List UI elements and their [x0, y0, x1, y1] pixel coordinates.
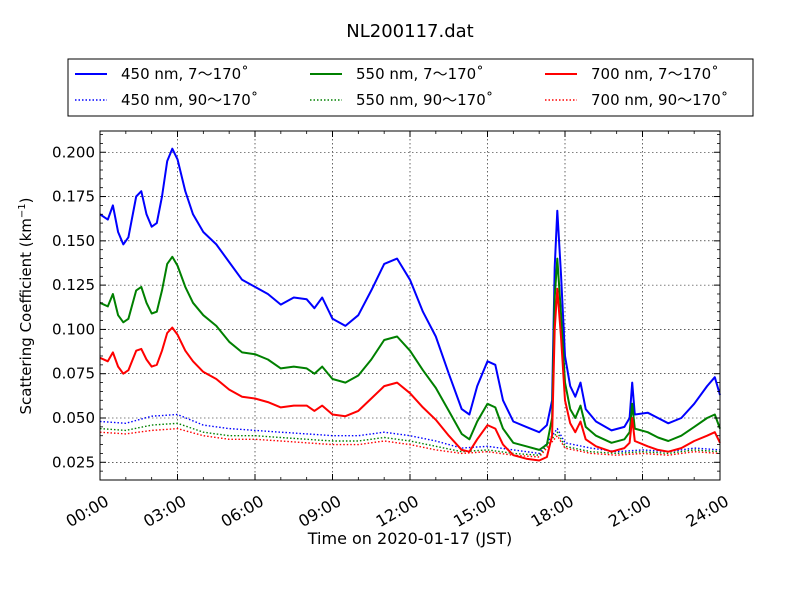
x-tick-label: 00:00	[63, 491, 112, 531]
y-tick-label: 0.100	[52, 320, 95, 338]
y-axis-label-close: )	[17, 197, 35, 203]
x-tick-label: 21:00	[605, 491, 654, 531]
plot-background	[100, 131, 720, 480]
x-tick-label: 15:00	[450, 491, 499, 531]
legend-entry-label: 550 nm, 7～170˚	[356, 65, 484, 83]
y-tick-label: 0.175	[52, 188, 95, 206]
grid	[99, 131, 721, 480]
x-tick-label: 24:00	[683, 491, 732, 531]
series-line	[99, 427, 721, 458]
x-tick-label: 06:00	[218, 491, 267, 531]
y-tick-label: 0.150	[52, 232, 95, 250]
y-tick-label: 0.125	[52, 276, 95, 294]
x-axis-label: Time on 2020-01-17 (JST)	[307, 529, 512, 548]
legend: 450 nm, 7～170˚ 550 nm, 7～170˚ 700 nm, 7～17…	[67, 58, 754, 117]
chart-title: NL200117.dat	[346, 21, 473, 42]
series-line	[99, 255, 721, 451]
legend-frame	[67, 58, 754, 117]
legend-entry-label: 700 nm, 7～170˚	[591, 65, 719, 83]
x-tick-label: 18:00	[528, 491, 577, 531]
legend-entry-label: 550 nm, 90～170˚	[356, 91, 493, 109]
axis-ticks	[99, 131, 721, 480]
y-tick-label: 0.025	[52, 453, 95, 471]
series-line	[99, 287, 721, 462]
legend-entry-label: 700 nm, 90～170˚	[591, 91, 728, 109]
x-tick-label: 09:00	[295, 491, 344, 531]
y-axis-label-superscript: −1	[17, 203, 28, 218]
series-line	[99, 422, 721, 456]
y-tick-label: 0.075	[52, 365, 95, 383]
x-tick-label: 03:00	[140, 491, 189, 531]
y-axis-label: Scattering Coefficient (km−1)	[17, 197, 35, 414]
series-layer	[99, 147, 721, 462]
legend-entry-label: 450 nm, 7～170˚	[121, 65, 249, 83]
x-tick-label: 12:00	[373, 491, 422, 531]
y-tick-label: 0.200	[52, 143, 95, 161]
y-tick-label: 0.050	[52, 409, 95, 427]
legend-entry-label: 450 nm, 90～170˚	[121, 91, 258, 109]
plot-area	[99, 130, 721, 481]
series-line	[99, 147, 721, 434]
y-axis-label-text: Scattering Coefficient (km	[17, 218, 35, 414]
